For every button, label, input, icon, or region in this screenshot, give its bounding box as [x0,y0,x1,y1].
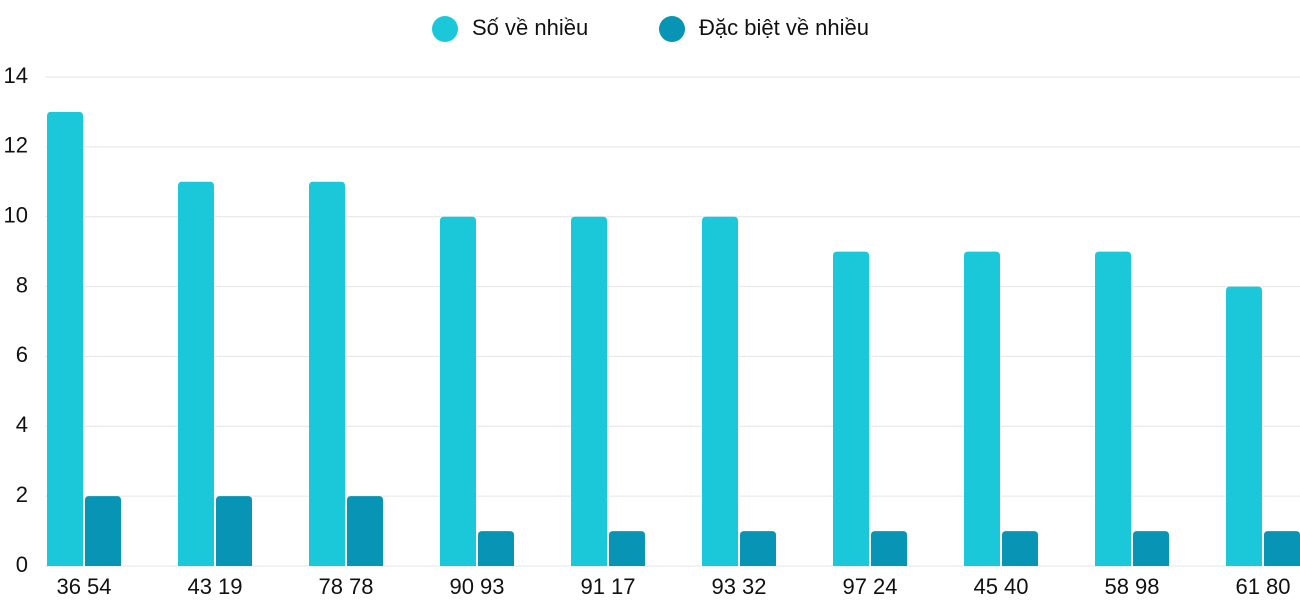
bar [309,181,345,567]
y-tick-label: 0 [16,552,28,577]
bar [478,531,514,566]
bar [1226,286,1262,566]
bar [1095,251,1131,566]
bar [47,111,83,566]
bar [964,251,1000,566]
x-tick-label: 43 19 [187,574,242,599]
x-tick-label: 36 54 [56,574,111,599]
y-tick-label: 8 [16,272,28,297]
x-tick-label: 58 98 [1104,574,1159,599]
bar [702,216,738,566]
legend-marker [432,16,458,42]
legend-label: Đặc biệt về nhiều [699,15,869,40]
x-tick-label: 90 93 [449,574,504,599]
bar [609,531,645,566]
bar [571,216,607,566]
x-tick-label: 93 32 [711,574,766,599]
x-tick-label: 78 78 [318,574,373,599]
y-tick-label: 6 [16,342,28,367]
y-tick-label: 4 [16,412,28,437]
x-tick-label: 45 40 [973,574,1028,599]
bar [871,531,907,566]
y-tick-label: 12 [4,133,28,158]
x-tick-label: 91 17 [580,574,635,599]
legend-marker [659,16,685,42]
bar [1002,531,1038,566]
x-tick-label: 61 80 [1235,574,1290,599]
bar [833,251,869,566]
y-tick-label: 10 [4,203,28,228]
bar [1264,531,1300,566]
x-tick-label: 97 24 [842,574,897,599]
y-tick-label: 14 [4,63,28,88]
bar [178,181,214,567]
bar [216,496,252,566]
bar [85,496,121,566]
y-tick-label: 2 [16,482,28,507]
bar [440,216,476,566]
bar [347,496,383,566]
bar [740,531,776,566]
legend-label: Số về nhiều [472,15,588,40]
bar [1133,531,1169,566]
